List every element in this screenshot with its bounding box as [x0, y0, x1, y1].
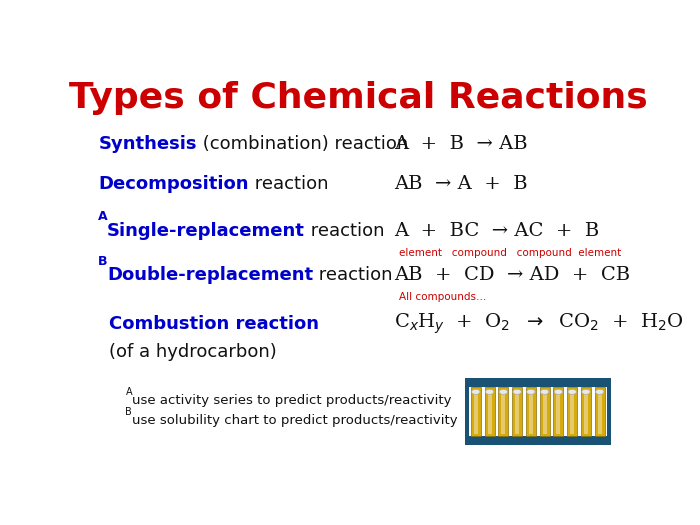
- Ellipse shape: [472, 389, 480, 394]
- Text: All compounds…: All compounds…: [400, 292, 486, 302]
- FancyBboxPatch shape: [570, 392, 574, 434]
- FancyBboxPatch shape: [465, 379, 469, 445]
- Text: Single-replacement: Single-replacement: [107, 222, 305, 240]
- Ellipse shape: [554, 389, 563, 394]
- FancyBboxPatch shape: [465, 436, 611, 445]
- Ellipse shape: [596, 389, 604, 394]
- Ellipse shape: [568, 389, 576, 394]
- FancyBboxPatch shape: [515, 392, 519, 434]
- FancyBboxPatch shape: [498, 387, 508, 436]
- FancyBboxPatch shape: [554, 387, 564, 436]
- FancyBboxPatch shape: [607, 379, 611, 445]
- FancyBboxPatch shape: [567, 387, 577, 436]
- Text: element   compound   compound  element: element compound compound element: [400, 248, 622, 258]
- FancyBboxPatch shape: [488, 392, 491, 434]
- FancyBboxPatch shape: [501, 392, 505, 434]
- Text: (of a hydrocarbon): (of a hydrocarbon): [109, 343, 277, 361]
- Text: reaction: reaction: [305, 222, 384, 240]
- FancyBboxPatch shape: [556, 392, 561, 434]
- Text: Combustion reaction: Combustion reaction: [109, 315, 319, 333]
- Text: B: B: [125, 407, 132, 417]
- Ellipse shape: [513, 389, 522, 394]
- Text: Types of Chemical Reactions: Types of Chemical Reactions: [69, 81, 648, 115]
- FancyBboxPatch shape: [512, 387, 522, 436]
- Text: Synthesis: Synthesis: [98, 135, 197, 153]
- Text: use activity series to predict products/reactivity: use activity series to predict products/…: [132, 394, 452, 407]
- FancyBboxPatch shape: [595, 387, 605, 436]
- Text: (combination) reaction: (combination) reaction: [197, 135, 408, 153]
- Text: C$_x$H$_y$  +  O$_2$  $\rightarrow$  CO$_2$  +  H$_2$O: C$_x$H$_y$ + O$_2$ $\rightarrow$ CO$_2$ …: [394, 311, 684, 336]
- FancyBboxPatch shape: [526, 387, 536, 436]
- Ellipse shape: [485, 389, 494, 394]
- Text: A: A: [98, 211, 108, 224]
- Text: reaction: reaction: [249, 175, 328, 193]
- Text: B: B: [98, 255, 108, 268]
- Ellipse shape: [526, 389, 535, 394]
- Ellipse shape: [540, 389, 549, 394]
- FancyBboxPatch shape: [471, 387, 481, 436]
- FancyBboxPatch shape: [542, 392, 547, 434]
- FancyBboxPatch shape: [584, 392, 588, 434]
- FancyBboxPatch shape: [474, 392, 478, 434]
- FancyBboxPatch shape: [540, 387, 550, 436]
- FancyBboxPatch shape: [581, 387, 591, 436]
- Ellipse shape: [499, 389, 508, 394]
- FancyBboxPatch shape: [529, 392, 533, 434]
- Text: use solubility chart to predict products/reactivity: use solubility chart to predict products…: [132, 414, 458, 427]
- FancyBboxPatch shape: [484, 387, 494, 436]
- Text: reaction: reaction: [313, 266, 393, 284]
- Text: Double-replacement: Double-replacement: [107, 266, 313, 284]
- Text: Decomposition: Decomposition: [98, 175, 249, 193]
- Text: A  +  B  → AB: A + B → AB: [394, 135, 528, 153]
- FancyBboxPatch shape: [465, 379, 611, 387]
- Text: A  +  BC  → AC  +  B: A + BC → AC + B: [394, 222, 599, 240]
- Text: AB  → A  +  B: AB → A + B: [394, 175, 528, 193]
- FancyBboxPatch shape: [598, 392, 602, 434]
- Text: A: A: [125, 386, 132, 396]
- Ellipse shape: [582, 389, 590, 394]
- Text: AB  +  CD  → AD  +  CB: AB + CD → AD + CB: [394, 266, 630, 284]
